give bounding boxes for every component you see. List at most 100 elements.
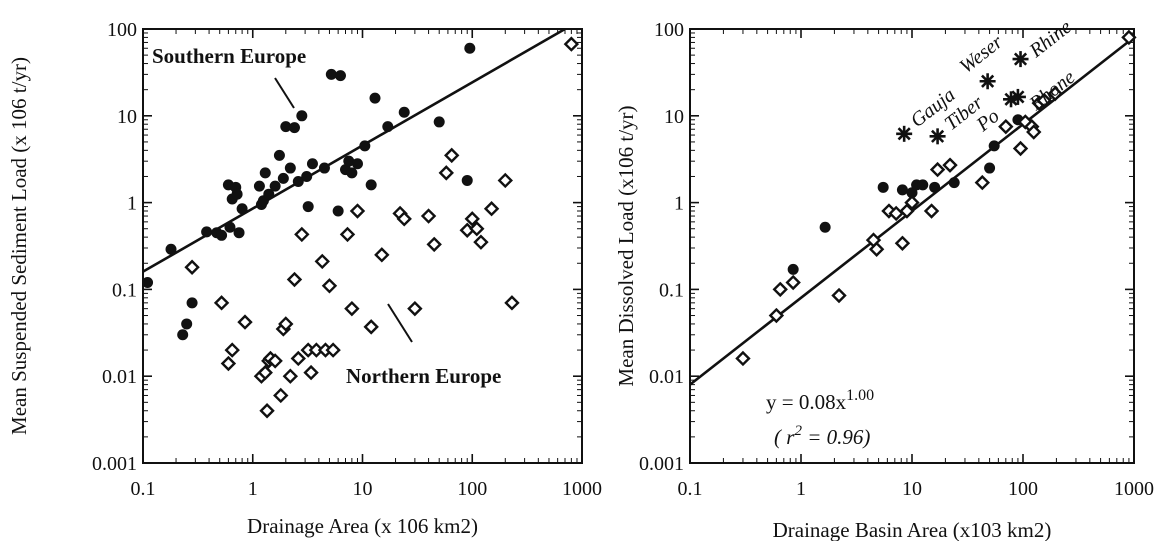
x-tick-label: 100 [457, 478, 487, 500]
data-point-open [290, 350, 306, 367]
x-tick-label: 1000 [1114, 478, 1154, 500]
fit-equation-main: y = 0.08x [766, 390, 847, 414]
data-point-open [473, 234, 489, 250]
y-tick-label: 1 [127, 193, 137, 215]
data-point-filled [292, 176, 304, 188]
data-point-open [237, 314, 253, 330]
data-point-open [303, 364, 319, 381]
data-point-open [768, 307, 785, 324]
data-point-filled [877, 181, 889, 193]
annotation-southern-europe: Southern Europe [152, 44, 306, 68]
data-point-filled [186, 297, 198, 309]
data-point-open [923, 203, 940, 219]
data-point-open [1026, 124, 1042, 140]
x-tick-label: 1 [248, 478, 258, 500]
data-point-filled [464, 42, 476, 54]
data-point-open [504, 295, 520, 311]
r2-open: ( [774, 425, 786, 449]
river-label: Weser [956, 31, 1008, 78]
data-point-open [363, 319, 379, 335]
data-point-filled [201, 226, 213, 238]
data-point-open [929, 161, 946, 178]
data-point-open [224, 342, 240, 358]
data-point-open [904, 194, 920, 211]
data-point-filled [461, 174, 473, 186]
data-point-open [257, 364, 273, 381]
x-axis-label: Drainage Area (x 106 km2) [247, 514, 478, 538]
data-point-open [868, 241, 885, 257]
data-point-open [785, 274, 801, 291]
data-point-filled [398, 106, 410, 118]
data-point-filled [365, 179, 377, 191]
data-point-open [974, 174, 991, 191]
data-point-filled [233, 227, 245, 239]
data-point-filled [165, 243, 177, 255]
left-panel-sediment: 0.1 1 10 100 1000 0.001 0.01 0.1 1 10 100 Drainage … [7, 19, 602, 538]
river-label: Rhone [1025, 66, 1080, 115]
r2-symbol: r [786, 425, 795, 449]
data-point-filled [231, 188, 243, 200]
data-point-open [325, 342, 341, 358]
data-point-open [273, 387, 289, 404]
data-point-open [998, 118, 1014, 135]
data-point-filled [351, 158, 363, 170]
data-point-open [396, 211, 412, 227]
data-point-open [420, 208, 437, 224]
y-tick-label: 10 [664, 106, 684, 128]
data-point-filled [359, 140, 371, 152]
y-axis-label: Mean Dissolved Load (x106 t/yr) [614, 105, 638, 386]
data-point-open [282, 368, 299, 384]
data-point-filled [984, 162, 996, 174]
data-point-filled [318, 162, 330, 174]
data-point-filled [181, 318, 193, 330]
y-axis-label: Mean Suspended Sediment Load (x 106 t/yr… [7, 57, 31, 435]
data-point-open [344, 300, 360, 317]
data-point-filled [917, 179, 929, 191]
data-point-filled [334, 70, 346, 82]
data-point-open [286, 271, 303, 288]
data-point-open [314, 253, 330, 270]
plot-frame [689, 28, 1135, 464]
annotation-northern-europe: Northern Europe [346, 364, 501, 388]
data-point-asterisk [896, 125, 913, 142]
asterisk-stroke [1013, 52, 1028, 66]
plot-frame [142, 28, 583, 464]
data-point-filled [896, 184, 908, 196]
data-point-filled [929, 181, 941, 193]
data-point-open [469, 221, 485, 237]
data-point-filled [142, 277, 154, 289]
data-point-open [339, 226, 356, 243]
data-point-filled [382, 121, 394, 133]
r2-superscript: 2 [794, 423, 802, 439]
annotation-pointer [274, 77, 295, 109]
y-tick-label: 0.001 [639, 453, 684, 475]
data-point-open [374, 247, 390, 263]
data-point-filled [332, 205, 344, 217]
data-point-filled [177, 329, 189, 341]
x-tick-label: 10 [353, 478, 373, 500]
asterisk-stroke [897, 127, 911, 141]
data-point-open [444, 147, 460, 164]
data-point-asterisk [1012, 51, 1029, 68]
y-tick-label: 10 [117, 106, 137, 128]
data-point-filled [346, 167, 358, 179]
data-point-filled [433, 116, 445, 128]
data-point-filled [325, 68, 337, 80]
x-tick-label: 1 [796, 478, 806, 500]
data-point-open [735, 350, 751, 367]
right-panel-dissolved: 0.1 1 10 100 1000 0.001 0.01 0.1 1 10 100 Drainage … [614, 16, 1154, 541]
data-point-open [294, 226, 310, 243]
x-tick-label: 0.1 [131, 478, 156, 500]
data-point-filled [369, 92, 381, 104]
data-point-filled [284, 162, 296, 174]
annotation-pointer [387, 303, 413, 343]
data-point-open [942, 157, 958, 173]
data-point-filled [280, 121, 292, 133]
y-tick-label: 0.1 [659, 279, 684, 301]
data-point-filled [288, 122, 300, 134]
data-point-open [563, 36, 580, 52]
fit-equation-exponent: 1.00 [846, 387, 874, 404]
data-point-filled [224, 221, 236, 233]
data-point-open [1012, 140, 1029, 157]
